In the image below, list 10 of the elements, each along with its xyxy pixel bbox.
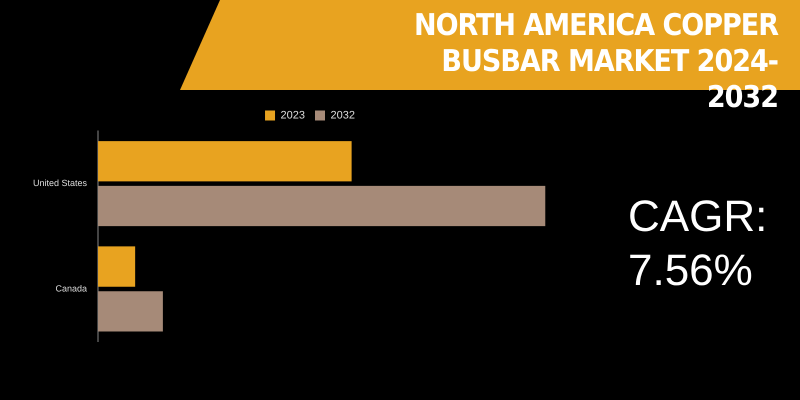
y-tick-label: Canada	[56, 283, 88, 294]
text: CAGR: 7.56%	[628, 191, 768, 297]
legend-label: 2032	[330, 110, 355, 122]
chart-title: NORTH AMERICA COPPER BUSBAR MARKET 2024-2032	[413, 8, 778, 116]
bar	[98, 291, 163, 332]
bar	[98, 186, 546, 226]
legend-label: 2023	[280, 110, 306, 122]
y-tick-label: United States	[33, 178, 88, 188]
bar	[98, 141, 352, 182]
bar	[98, 246, 136, 287]
